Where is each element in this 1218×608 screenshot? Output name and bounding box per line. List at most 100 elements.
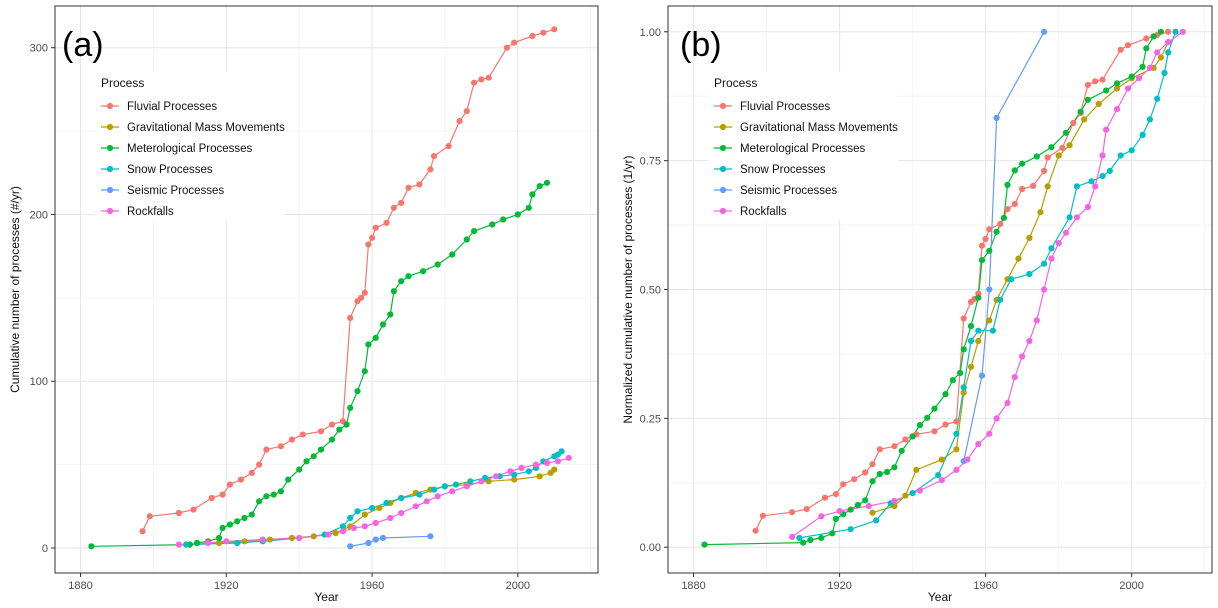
panel-b-series-0-point	[942, 421, 949, 428]
panel-a-series-0-point	[361, 289, 368, 296]
panel-b-series-5-point	[818, 513, 825, 520]
panel-a-series-5-point	[492, 473, 500, 480]
panel-a-series-2-point	[317, 446, 325, 453]
panel-b-series-5-point	[1004, 399, 1011, 406]
panel-b-legend-key-point	[719, 102, 727, 110]
panel-a-series-5-point	[412, 503, 419, 510]
panel-a-series-2-point	[463, 236, 470, 243]
panel-b-series-0-point	[891, 443, 898, 450]
panel-b-series-5-point	[1084, 203, 1091, 211]
panel-a-legend-label: Fluvial Processes	[127, 101, 217, 113]
panel-b-series-2-point	[854, 501, 862, 509]
panel-b-series-4-point	[993, 114, 1000, 121]
panel-b-series-5-point	[1073, 214, 1080, 221]
panel-a-series-5-point	[554, 458, 562, 465]
panel-a-series-3-point	[398, 494, 405, 502]
panel-a-legend-key-point	[106, 186, 114, 194]
panel-a-series-0-point	[427, 166, 434, 173]
panel-b-series-3-point	[997, 296, 1004, 303]
panel-a-series-1-point	[536, 473, 543, 480]
panel-b-series-0-point	[931, 428, 938, 435]
panel-b-series-5-point	[1114, 106, 1121, 113]
panel-b-series-5-point	[1062, 229, 1070, 236]
panel-a-label: (a)	[62, 26, 104, 64]
panel-b-series-3-point	[1088, 178, 1095, 185]
panel-b-legend-title: Process	[714, 76, 757, 90]
panel-a-series-5-point	[518, 464, 525, 471]
panel-b-series-0-point	[1019, 185, 1026, 193]
panel-a-series-5-point	[175, 541, 182, 548]
panel-a-series-2-point	[405, 273, 412, 280]
panel-a-series-2-point	[88, 543, 95, 550]
panel-b-series-0-point	[986, 226, 993, 233]
panel-b-series-3-point	[1073, 183, 1080, 190]
panel-b-x-tick-label: 1960	[973, 580, 997, 592]
panel-b-series-2-point	[1128, 73, 1135, 80]
panel-b-series-0-point	[862, 469, 869, 476]
panel-b-y-tick-label: 0.00	[640, 542, 661, 554]
panel-a-y-tick-label: 0	[42, 543, 48, 555]
panel-b-series-5-point	[1179, 28, 1186, 35]
panel-a-series-4-point	[379, 534, 387, 542]
panel-b-series-5-point	[1124, 85, 1132, 92]
panel-a-series-2-point	[303, 458, 310, 465]
panel-b-series-0-point	[1059, 144, 1066, 151]
panel-b-series-2-point	[876, 470, 883, 478]
panel-a-x-tick-label: 1960	[360, 580, 384, 592]
panel-b-legend-box	[708, 72, 898, 220]
panel-b-series-1-point	[967, 363, 975, 370]
panel-b-series-2-point	[1019, 160, 1026, 167]
panel-a-legend-key-point	[106, 102, 114, 110]
panel-b-legend-key-point	[719, 123, 727, 131]
panel-b-series-5-point	[916, 487, 924, 494]
panel-b-series-0-point	[803, 506, 810, 513]
panel-b-series-0-point	[1099, 76, 1106, 83]
panel-b-series-5-point	[1103, 126, 1110, 133]
panel-b-legend-label: Snow Processes	[740, 164, 826, 176]
panel-b-series-0-point	[851, 476, 858, 483]
panel-a-y-tick-label: 100	[30, 376, 48, 388]
panel-b-series-2-point	[1143, 45, 1150, 52]
panel-b-y-axis-title: Normalized cumulative number of processe…	[621, 155, 635, 423]
panel-b-series-0-point	[1044, 154, 1051, 161]
panel-a-series-0-point	[139, 528, 146, 535]
panel-a-series-5-point	[478, 478, 485, 485]
panel-b-series-1-point	[1081, 116, 1088, 123]
panel-a-series-5-point	[339, 528, 346, 535]
panel-b-legend-label: Seismic Processes	[740, 185, 837, 197]
panel-b-series-2-point	[909, 433, 916, 440]
panel-b-series-3-point	[1106, 167, 1113, 174]
panel-b-legend-key-point	[719, 165, 727, 173]
panel-b-series-1-point	[902, 492, 909, 499]
panel-a-series-3-point	[369, 504, 376, 512]
panel-b-series-5-point	[1135, 75, 1143, 82]
panel-a-series-5-point	[296, 534, 303, 542]
panel-a-series-1-point	[288, 534, 295, 542]
panel-a-series-3-point	[558, 448, 565, 455]
panel-b-series-2-point	[1000, 214, 1008, 221]
panel-a-series-2-point	[256, 498, 263, 505]
panel-b-series-3-point	[847, 526, 854, 533]
panel-a-x-tick-label: 1920	[214, 580, 238, 592]
panel-a-series-0-point	[383, 219, 390, 226]
panel-b-series-5-point	[1055, 240, 1062, 247]
panel-b-series-5-point	[953, 466, 960, 473]
panel-b-series-5-point	[1146, 64, 1153, 71]
panel-b-series-5-point	[1154, 49, 1161, 56]
panel-a-series-5-point	[463, 483, 470, 490]
panel-a-series-0-point	[471, 79, 478, 86]
panel-a-x-tick-label: 1880	[68, 580, 92, 592]
panel-b-series-5-point	[1165, 39, 1172, 46]
panel-a-series-1-point	[215, 539, 223, 547]
panel-a-series-0-point	[405, 184, 412, 191]
panel-a-series-3-point	[183, 541, 190, 548]
panel-b-series-3-point	[1117, 152, 1124, 159]
panel-a-series-3-point	[354, 508, 361, 515]
panel-a-series-4-point	[347, 543, 354, 550]
panel-b-series-5-point	[1099, 152, 1106, 159]
panel-a-legend-key-point	[106, 165, 114, 173]
panel-b-series-5-point	[975, 441, 982, 448]
panel-a-series-2-point	[336, 426, 343, 433]
panel-b-series-0-point	[1011, 200, 1018, 207]
